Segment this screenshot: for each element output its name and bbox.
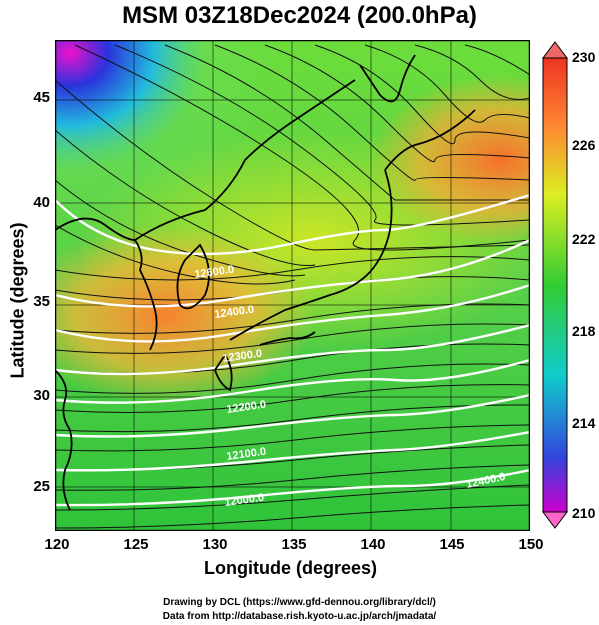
y-tick-25: 25 <box>33 478 50 495</box>
y-axis-label: Latitude (degrees) <box>7 222 28 379</box>
map-frame <box>55 40 530 531</box>
x-tick-140: 140 <box>360 536 386 553</box>
colorbar <box>542 41 568 529</box>
contour-label-4: 12100.0 <box>226 446 267 463</box>
contour-label-3: 12200.0 <box>226 399 267 416</box>
x-tick-150: 150 <box>518 536 544 553</box>
x-tick-120: 120 <box>44 536 70 553</box>
y-tick-40: 40 <box>33 194 50 211</box>
y-tick-45: 45 <box>33 89 50 106</box>
height-contours <box>55 193 530 507</box>
colorbar-tick-218: 218 <box>572 323 596 339</box>
x-tick-135: 135 <box>281 536 307 553</box>
x-tick-130: 130 <box>202 536 228 553</box>
y-tick-35: 35 <box>33 293 50 310</box>
footer-data-source: Data from http://database.rish.kyoto-u.a… <box>162 611 437 622</box>
contour-label-1: 12400.0 <box>214 304 255 321</box>
map-panel: 12600.0 12400.0 12300.0 12200.0 12100.0 … <box>55 40 530 531</box>
chart-title: MSM 03Z18Dec2024 (200.0hPa) <box>122 2 477 29</box>
colorbar-gradient <box>542 57 568 513</box>
colorbar-top-arrow <box>542 41 568 59</box>
colorbar-tick-210: 210 <box>572 505 596 521</box>
contour-label-5: 12000.0 <box>224 492 265 509</box>
x-axis-label-text: Longitude (degrees) <box>203 558 377 578</box>
colorbar-tick-222: 222 <box>572 231 596 247</box>
x-tick-125: 125 <box>123 536 149 553</box>
colorbar-tick-230: 230 <box>572 49 596 65</box>
y-tick-30: 30 <box>33 387 50 404</box>
cold-region <box>55 40 355 300</box>
x-axis-label: Longitude (degrees) <box>0 558 599 579</box>
contour-label-2: 12300.0 <box>222 348 263 365</box>
contour-label-0: 12600.0 <box>194 264 235 281</box>
warm-region-east <box>370 75 530 245</box>
colorbar-tick-214: 214 <box>572 415 596 431</box>
colorbar-tick-226: 226 <box>572 137 596 153</box>
footer-drawing-credit: Drawing by DCL (https://www.gfd-dennou.o… <box>163 597 436 608</box>
x-tick-145: 145 <box>439 536 465 553</box>
colorbar-bottom-arrow <box>542 511 568 529</box>
coastlines <box>55 54 476 511</box>
wind-streamlines <box>55 44 530 529</box>
